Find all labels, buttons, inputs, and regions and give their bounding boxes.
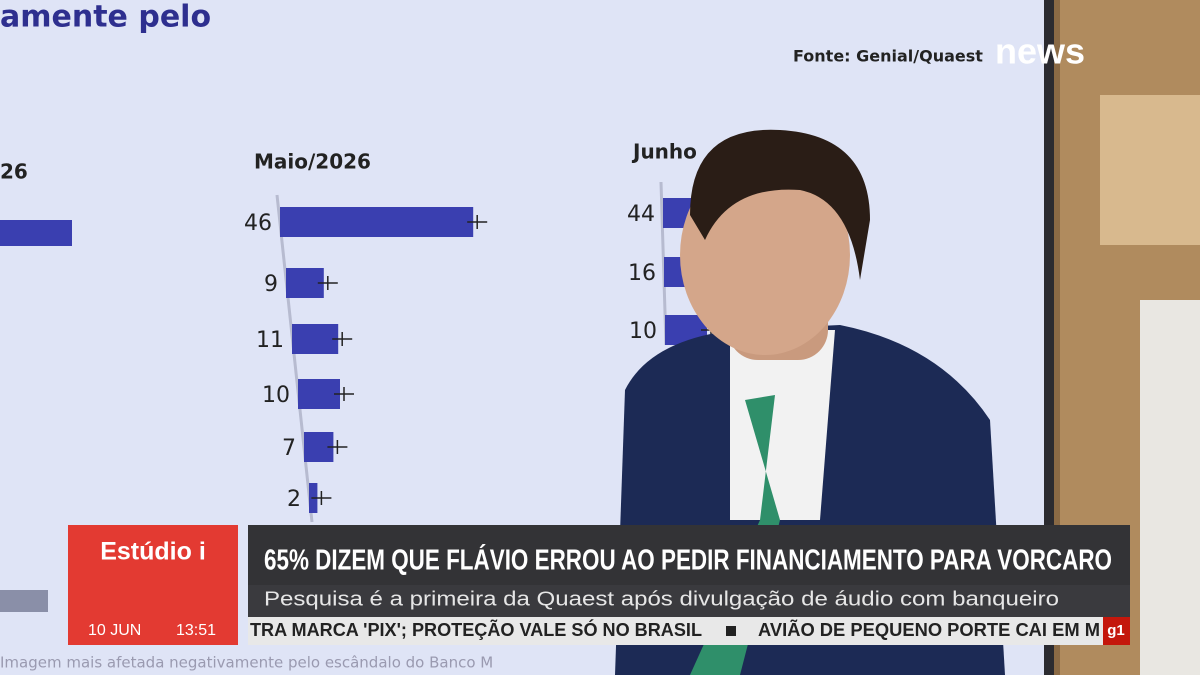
value-label: 10: [629, 319, 657, 344]
shirt: [730, 330, 835, 520]
wall-panel: [1140, 300, 1200, 675]
subheadline-box: [248, 585, 1130, 617]
value-label: 9: [264, 272, 278, 297]
value-label: 11: [256, 328, 284, 353]
hair: [690, 129, 870, 280]
value-label: 2: [287, 487, 301, 512]
footnote: Imagem mais afetada negativamente pelo e…: [0, 654, 493, 672]
logo: news: [995, 31, 1085, 72]
date: 10 JUN: [88, 622, 141, 639]
screen-title: amente pelo: [0, 0, 211, 35]
bar: [280, 207, 474, 237]
headline-box: [248, 525, 1130, 585]
badge: g1: [1107, 622, 1125, 639]
bar: [298, 379, 340, 409]
column-header: Junho: [631, 140, 697, 164]
column-header: 26: [0, 160, 28, 184]
subheadline: Pesquisa é a primeira da Quaest após div…: [264, 588, 1059, 610]
wall-panel: [1100, 95, 1200, 245]
screen-bezel: [1044, 0, 1054, 675]
ticker-item: AVIÃO DE PEQUENO PORTE CAI EM M: [758, 619, 1100, 640]
time: 13:51: [176, 622, 216, 639]
badge-box: [1103, 617, 1130, 645]
ticker-separator: [726, 626, 736, 636]
value-label: 16: [628, 261, 656, 286]
partial-bar: [0, 590, 48, 612]
program: Estúdio i: [100, 538, 206, 566]
partial-bar: [0, 220, 72, 246]
headline: 65% DIZEM QUE FLÁVIO ERROU AO PEDIR FINA…: [264, 543, 1112, 577]
value-label: 44: [627, 202, 655, 227]
value-label: 7: [282, 436, 296, 461]
program-box: [68, 525, 238, 645]
axis-line: [275, 194, 314, 523]
ticker-item: TRA MARCA 'PIX'; PROTEÇÃO VALE SÓ NO BRA…: [250, 619, 702, 640]
ticker-box: [248, 617, 1130, 645]
source: Fonte: Genial/Quaest: [793, 47, 983, 66]
column-header: Maio/2026: [254, 150, 371, 174]
value-label: 10: [262, 383, 290, 408]
bar: [292, 324, 339, 354]
value-label: 46: [244, 211, 272, 236]
bar: [286, 268, 324, 298]
